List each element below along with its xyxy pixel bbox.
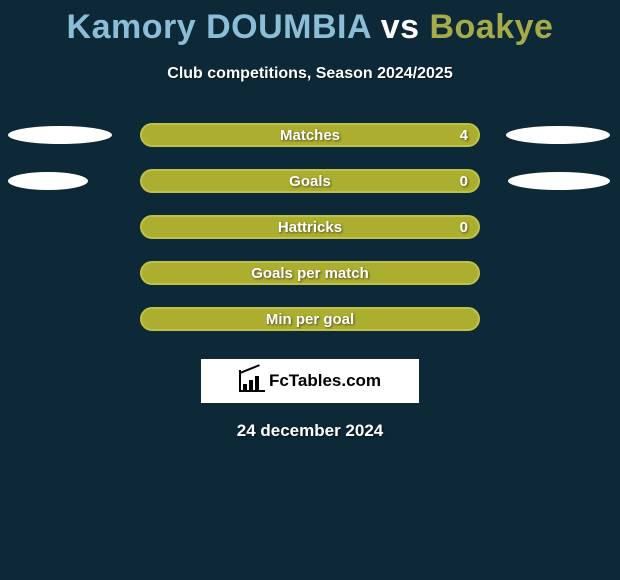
stat-label: Hattricks — [142, 219, 478, 236]
stat-value: 0 — [460, 173, 468, 190]
stat-row-matches: Matches 4 — [0, 123, 620, 169]
stat-value: 4 — [460, 127, 468, 144]
ellipse-icon — [506, 126, 610, 144]
chart-icon — [239, 370, 265, 392]
stat-row-goals: Goals 0 — [0, 169, 620, 215]
stat-rows: Matches 4 Goals 0 Hattricks 0 Goals per … — [0, 123, 620, 353]
stat-bar: Hattricks 0 — [140, 215, 480, 239]
date-label: 24 december 2024 — [0, 421, 620, 441]
stat-row-min-per-goal: Min per goal — [0, 307, 620, 353]
stat-row-hattricks: Hattricks 0 — [0, 215, 620, 261]
stat-label: Goals per match — [142, 265, 478, 282]
ellipse-icon — [8, 172, 88, 190]
stat-row-goals-per-match: Goals per match — [0, 261, 620, 307]
stat-value: 0 — [460, 219, 468, 236]
logo-text: FcTables.com — [269, 371, 381, 391]
stat-bar: Min per goal — [140, 307, 480, 331]
fctables-logo[interactable]: FcTables.com — [201, 359, 419, 403]
subtitle: Club competitions, Season 2024/2025 — [0, 65, 620, 83]
stat-bar: Goals per match — [140, 261, 480, 285]
ellipse-icon — [508, 172, 610, 190]
logo-inner: FcTables.com — [239, 370, 381, 392]
comparison-title: Kamory DOUMBIA vs Boakye — [0, 0, 620, 47]
ellipse-icon — [8, 126, 112, 144]
stat-bar: Matches 4 — [140, 123, 480, 147]
vs-label: vs — [381, 8, 420, 46]
stat-label: Min per goal — [142, 311, 478, 328]
stat-label: Goals — [142, 173, 478, 190]
player1-name: Kamory DOUMBIA — [67, 8, 371, 46]
stat-label: Matches — [142, 127, 478, 144]
player2-name: Boakye — [429, 8, 553, 46]
stat-bar: Goals 0 — [140, 169, 480, 193]
